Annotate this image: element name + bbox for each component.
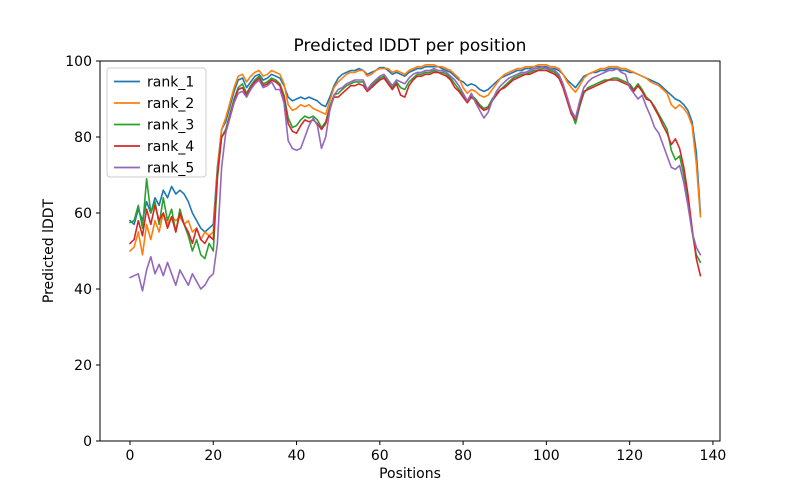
x-tick-label: 80 [454, 448, 472, 464]
series-line-rank_5 [129, 65, 702, 292]
legend-box [106, 67, 207, 178]
y-tick-label: 60 [74, 206, 92, 222]
y-tick-label: 40 [74, 282, 92, 298]
x-tick-label: 0 [126, 448, 135, 464]
x-tick-label: 140 [700, 448, 727, 464]
x-axis-label: Positions [379, 466, 441, 482]
y-tick-label: 80 [74, 130, 92, 146]
x-tick-label: 100 [533, 448, 560, 464]
x-tick-label: 40 [288, 448, 306, 464]
legend-label-rank_1: rank_1 [147, 75, 194, 91]
y-tick-label: 0 [83, 434, 92, 450]
x-tick-label: 60 [371, 448, 389, 464]
legend-label-rank_4: rank_4 [147, 139, 194, 155]
x-tick-label: 120 [616, 448, 643, 464]
y-tick-label: 20 [74, 358, 92, 374]
y-axis-label: Predicted lDDT [41, 198, 57, 304]
series-line-rank_4 [129, 69, 702, 277]
series-line-rank_2 [129, 64, 702, 256]
legend-label-rank_2: rank_2 [147, 96, 194, 112]
legend-label-rank_3: rank_3 [147, 118, 194, 134]
series-line-rank_1 [129, 65, 702, 233]
chart-title: Predicted lDDT per position [293, 36, 527, 56]
legend-label-rank_5: rank_5 [147, 161, 194, 177]
y-tick-label: 100 [65, 54, 92, 70]
x-tick-label: 20 [204, 448, 222, 464]
series-line-rank_3 [129, 67, 702, 264]
